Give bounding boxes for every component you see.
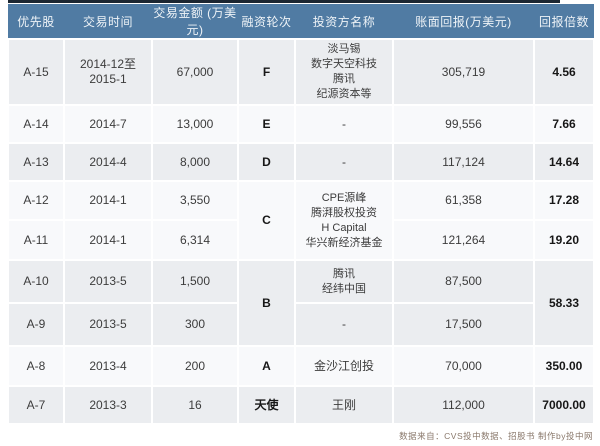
trade-date-cell: 2013-4 bbox=[63, 345, 153, 387]
header-row: 优先股 交易时间 交易金额 (万美元) 融资轮次 投资方名称 账面回报(万美元)… bbox=[8, 4, 594, 39]
table-header: 优先股 交易时间 交易金额 (万美元) 融资轮次 投资方名称 账面回报(万美元)… bbox=[8, 4, 594, 39]
preferred-stock-cell: A-9 bbox=[7, 302, 65, 347]
book-return-cell: 117,124 bbox=[392, 142, 535, 182]
funding-round-cell: B bbox=[237, 259, 296, 347]
footer-credit: 数据来自：CVS投中数据、招股书 制作by投中网 bbox=[399, 431, 593, 441]
return-multiple-cell: 4.56 bbox=[533, 38, 595, 106]
col-header-trade-amount: 交易金额 (万美元) bbox=[152, 4, 238, 39]
funding-round-cell: C bbox=[237, 180, 296, 261]
trade-amount-cell: 13,000 bbox=[151, 104, 239, 144]
book-return-cell: 87,500 bbox=[392, 259, 535, 304]
trade-amount-cell: 8,000 bbox=[151, 142, 239, 182]
trade-date-cell: 2014-12至2015-1 bbox=[63, 38, 153, 106]
investor-cell: 淡马锡 数字天空科技 腾讯 纪源资本等 bbox=[294, 38, 394, 106]
table-row: A-15 2014-12至2015-1 67,000 F 淡马锡 数字天空科技 腾讯 纪源资本… bbox=[7, 38, 595, 106]
trade-date-cell: 2013-5 bbox=[63, 259, 153, 304]
trade-date-cell: 2013-3 bbox=[63, 385, 153, 425]
return-multiple-cell: 7.66 bbox=[533, 104, 595, 144]
book-return-cell: 17,500 bbox=[392, 302, 535, 347]
col-header-funding-round: 融资轮次 bbox=[238, 4, 295, 39]
trade-amount-cell: 200 bbox=[151, 345, 239, 387]
preferred-stock-cell: A-8 bbox=[7, 345, 65, 387]
preferred-stock-cell: A-12 bbox=[7, 180, 65, 221]
top-border-line bbox=[8, 0, 560, 3]
table-row: A-9 2013-5 300 -17,500 bbox=[7, 302, 594, 347]
book-return-cell: 112,000 bbox=[392, 385, 535, 425]
book-return-cell: 99,556 bbox=[392, 104, 535, 144]
book-return-cell: 70,000 bbox=[392, 345, 535, 387]
trade-date-cell: 2014-7 bbox=[63, 104, 153, 144]
preferred-stock-cell: A-14 bbox=[7, 104, 65, 144]
table-body: A-15 2014-12至2015-1 67,000 F 淡马锡 数字天空科技 腾讯 纪源资本… bbox=[7, 38, 595, 425]
trade-date-cell: 2013-5 bbox=[63, 302, 153, 347]
trade-amount-cell: 6,314 bbox=[151, 219, 239, 261]
return-multiple-cell: 17.28 bbox=[533, 180, 595, 221]
funding-round-cell: F bbox=[237, 38, 296, 106]
funding-round-cell: D bbox=[237, 142, 296, 182]
return-multiple-cell: 14.64 bbox=[533, 142, 595, 182]
funding-round-cell: A bbox=[237, 345, 296, 387]
return-multiple-cell: 7000.00 bbox=[533, 385, 595, 425]
financing-returns-table: 优先股 交易时间 交易金额 (万美元) 融资轮次 投资方名称 账面回报(万美元)… bbox=[7, 4, 595, 425]
preferred-stock-cell: A-13 bbox=[7, 142, 65, 182]
col-header-return-multiple: 回报倍数 bbox=[534, 4, 594, 39]
investor-cell: 王刚 bbox=[294, 385, 394, 425]
investor-cell: 金沙江创投 bbox=[294, 345, 394, 387]
trade-amount-cell: 1,500 bbox=[151, 259, 239, 304]
preferred-stock-cell: A-15 bbox=[7, 38, 65, 106]
trade-amount-cell: 67,000 bbox=[151, 38, 239, 106]
trade-date-cell: 2014-4 bbox=[63, 142, 153, 182]
return-multiple-cell: 58.33 bbox=[533, 259, 595, 347]
col-header-book-return: 账面回报(万美元) bbox=[393, 4, 534, 39]
trade-amount-cell: 3,550 bbox=[151, 180, 239, 221]
trade-amount-cell: 16 bbox=[151, 385, 239, 425]
investor-cell: CPE源峰 腾湃股权投资 H Capital 华兴新经济基金 bbox=[294, 180, 394, 261]
trade-date-cell: 2014-1 bbox=[63, 219, 153, 261]
book-return-cell: 305,719 bbox=[392, 38, 535, 106]
return-multiple-cell: 19.20 bbox=[533, 219, 595, 261]
table-row: A-12 2014-1 3,550 C CPE源峰 腾湃股权投资 H Capital 华兴新经… bbox=[7, 180, 595, 261]
book-return-cell: 61,358 bbox=[392, 180, 535, 221]
table-row: A-8 2013-4 200 A 金沙江创投 70,000 350.00 bbox=[7, 345, 595, 387]
col-header-trade-date: 交易时间 bbox=[64, 4, 152, 39]
return-multiple-cell: 350.00 bbox=[533, 345, 595, 387]
table-row: A-7 2013-3 16 天使 王刚 112,000 7000.00 bbox=[7, 385, 595, 425]
trade-date-cell: 2014-1 bbox=[63, 180, 153, 221]
col-header-investor-name: 投资方名称 bbox=[295, 4, 393, 39]
table-row: A-10 2013-5 1,500 B 腾讯 经纬中国 87,500 58.33 bbox=[7, 259, 595, 347]
funding-round-cell: 天使 bbox=[237, 385, 296, 425]
col-header-preferred-stock: 优先股 bbox=[8, 4, 64, 39]
preferred-stock-cell: A-7 bbox=[7, 385, 65, 425]
table-row: A-11 2014-1 6,314 121,264 19.20 bbox=[7, 219, 595, 261]
preferred-stock-cell: A-10 bbox=[7, 259, 65, 304]
investor-cell: - bbox=[294, 302, 394, 347]
funding-round-cell: E bbox=[237, 104, 296, 144]
preferred-stock-cell: A-11 bbox=[7, 219, 65, 261]
investor-cell: - bbox=[294, 142, 394, 182]
investor-cell: 腾讯 经纬中国 bbox=[294, 259, 394, 304]
investor-cell: - bbox=[294, 104, 394, 144]
trade-amount-cell: 300 bbox=[151, 302, 239, 347]
book-return-cell: 121,264 bbox=[392, 219, 535, 261]
table-row: A-14 2014-7 13,000 E -99,556 7.66 bbox=[7, 104, 595, 144]
table-row: A-13 2014-4 8,000 D -117,124 14.64 bbox=[7, 142, 595, 182]
